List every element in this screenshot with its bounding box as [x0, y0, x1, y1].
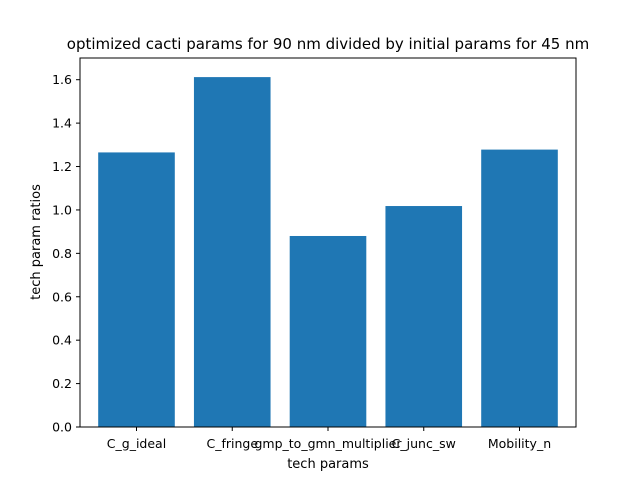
y-axis-label: tech param ratios	[29, 184, 44, 300]
y-tick-label: 1.4	[52, 116, 72, 131]
y-ticks-group: 0.0 0.2 0.4 0.6 0.8 1.0 1.2 1.4 1.6	[52, 72, 80, 435]
bar-C_fringe	[193, 77, 271, 428]
x-ticks-group: C_g_ideal C_fringegmp_to_gmn_multiplierC_…	[107, 427, 551, 451]
x-tick-label: gmp_to_gmn_multiplier	[254, 436, 402, 451]
x-tick-label: C_fringe	[206, 436, 258, 451]
y-tick-label: 0.4	[52, 333, 72, 348]
y-tick-label: 0.6	[52, 289, 72, 304]
y-tick-label: 0.8	[52, 246, 72, 261]
plot-frame	[79, 57, 577, 428]
chart-title: optimized cacti params for 90 nm divided…	[67, 35, 589, 53]
y-tick-label: 1.6	[52, 72, 72, 87]
bar-Mobility_n	[481, 149, 558, 427]
bar-gmp_to_gmn_multiplier	[289, 235, 367, 427]
x-tick-label: C_g_ideal	[107, 436, 166, 451]
y-tick-label: 0.0	[52, 420, 72, 435]
bar-C_g_ideal	[98, 152, 175, 427]
x-axis-label: tech params	[287, 457, 369, 472]
y-tick-label: 0.2	[52, 376, 72, 391]
x-tick-label: Mobility_n	[488, 436, 551, 451]
bars-group	[98, 77, 558, 428]
y-tick-label: 1.2	[52, 159, 72, 174]
bar-C_junc_sw	[385, 206, 463, 427]
y-tick-label: 1.0	[52, 202, 72, 217]
x-tick-label: C_junc_sw	[392, 436, 456, 451]
